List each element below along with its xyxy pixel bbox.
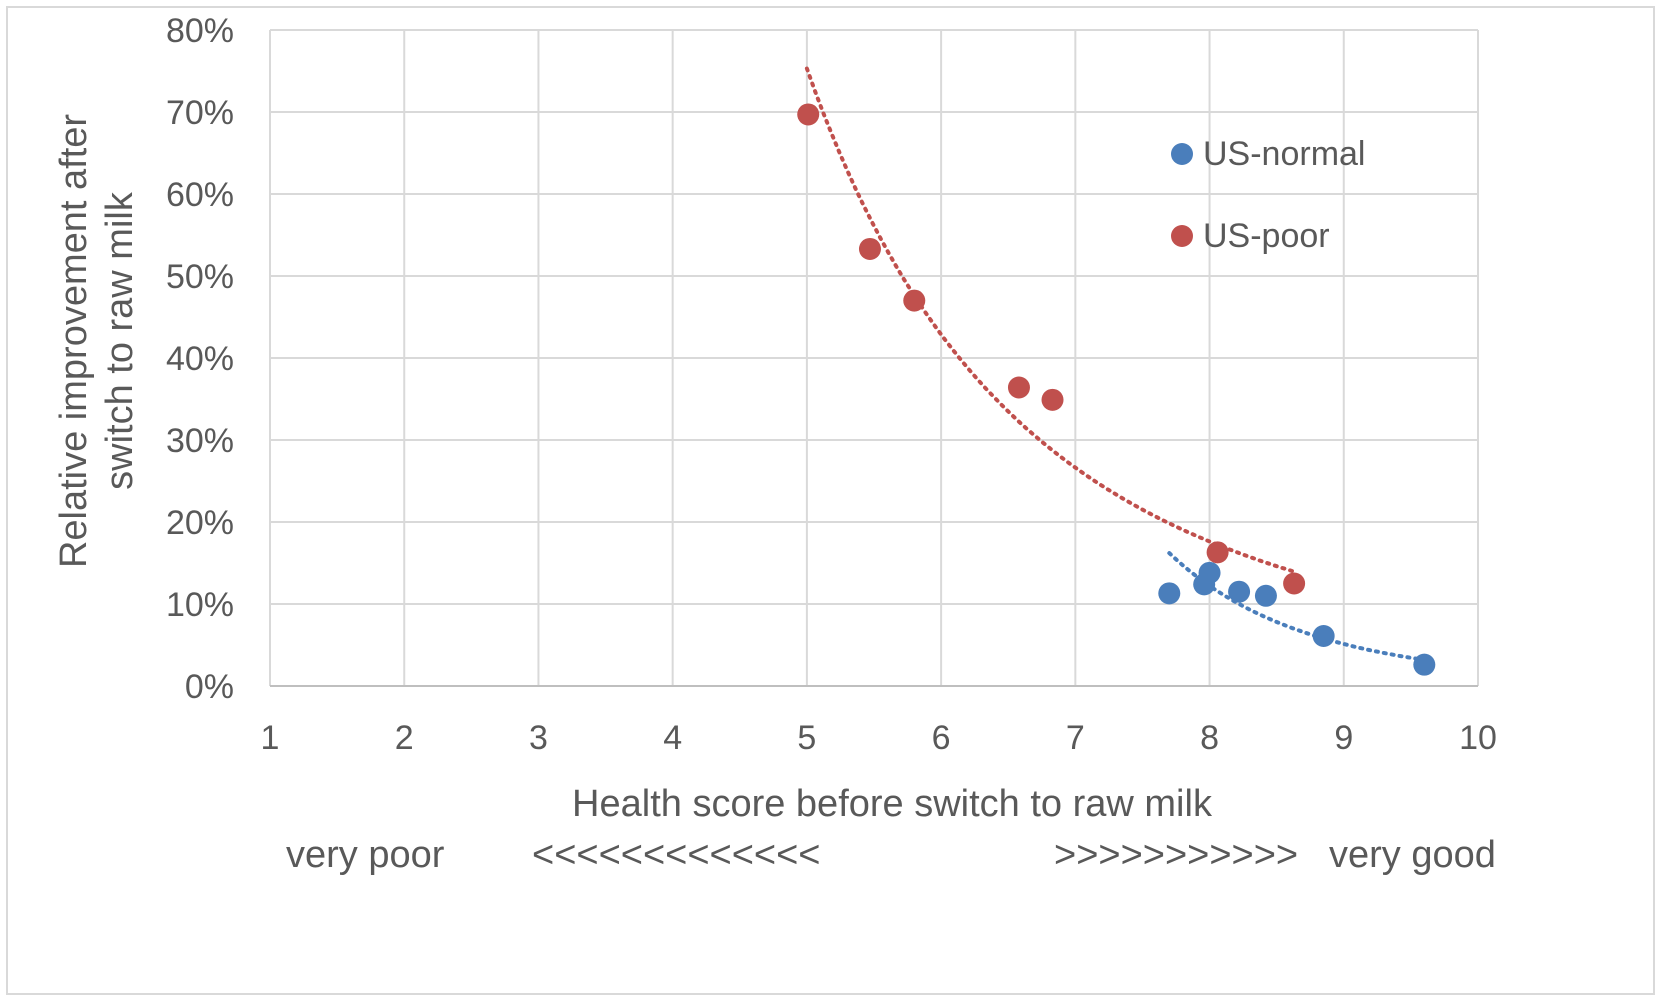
data-point-us-normal xyxy=(1413,653,1436,676)
data-point-us-poor xyxy=(858,237,881,260)
x-tick-label: 8 xyxy=(1200,719,1219,757)
x-tick-label: 1 xyxy=(261,719,280,757)
data-point-us-poor xyxy=(797,103,820,126)
data-point-us-poor xyxy=(903,289,926,312)
scale-note-very-poor: very poor xyxy=(286,834,445,876)
scale-note-very-good: very good xyxy=(1329,834,1496,876)
y-tick-label: 70% xyxy=(166,94,234,132)
data-point-us-normal xyxy=(1254,584,1277,607)
x-tick-label: 7 xyxy=(1066,719,1085,757)
data-point-us-poor xyxy=(1206,541,1229,564)
scale-note-right-arrows: >>>>>>>>>>> xyxy=(1054,834,1298,876)
data-point-us-normal xyxy=(1228,580,1251,603)
data-point-us-poor xyxy=(1283,572,1306,595)
y-tick-label: 60% xyxy=(166,176,234,214)
x-tick-label: 9 xyxy=(1334,719,1353,757)
data-point-us-poor xyxy=(1007,376,1030,399)
y-axis-title-line-1: Relative improvement after xyxy=(53,114,95,568)
y-axis-ticks: 0% 10% 20% 30% 40% 50% 60% 70% 80% xyxy=(166,12,234,706)
legend-marker-us-normal xyxy=(1171,143,1193,165)
y-tick-label: 80% xyxy=(166,12,234,50)
x-tick-label: 5 xyxy=(797,719,816,757)
x-tick-label: 6 xyxy=(932,719,951,757)
legend-label-us-poor: US-poor xyxy=(1203,217,1330,255)
data-point-us-normal xyxy=(1312,624,1335,647)
x-tick-label: 4 xyxy=(663,719,682,757)
x-tick-label: 10 xyxy=(1459,719,1497,757)
data-points xyxy=(797,103,1436,676)
data-point-us-normal xyxy=(1158,582,1181,605)
x-axis-ticks: 1 2 3 4 5 6 7 8 9 10 xyxy=(261,719,1497,757)
grid-lines xyxy=(269,29,1479,687)
legend-marker-us-poor xyxy=(1171,225,1193,247)
legend-label-us-normal: US-normal xyxy=(1203,135,1365,173)
y-tick-label: 30% xyxy=(166,422,234,460)
y-tick-label: 0% xyxy=(185,668,234,706)
y-tick-label: 20% xyxy=(166,504,234,542)
y-tick-label: 40% xyxy=(166,340,234,378)
y-tick-label: 10% xyxy=(166,586,234,624)
x-axis-title: Health score before switch to raw milk xyxy=(572,783,1213,825)
chart-frame: 1 2 3 4 5 6 7 8 9 10 0% 10% 20% 30% 40% 50% 60% 70% 80% R… xyxy=(6,6,1655,995)
scatter-chart: 1 2 3 4 5 6 7 8 9 10 0% 10% 20% 30% 40% 50% 60% 70% 80% R… xyxy=(53,12,1497,876)
x-tick-label: 3 xyxy=(529,719,548,757)
y-tick-label: 50% xyxy=(166,258,234,296)
scale-note-left-arrows: <<<<<<<<<<<<< xyxy=(532,834,821,876)
legend: US-normal US-poor xyxy=(1171,135,1365,255)
y-axis-title-line-2: switch to raw milk xyxy=(99,191,141,490)
x-tick-label: 2 xyxy=(395,719,414,757)
data-point-us-normal xyxy=(1198,561,1221,584)
data-point-us-poor xyxy=(1041,388,1064,411)
